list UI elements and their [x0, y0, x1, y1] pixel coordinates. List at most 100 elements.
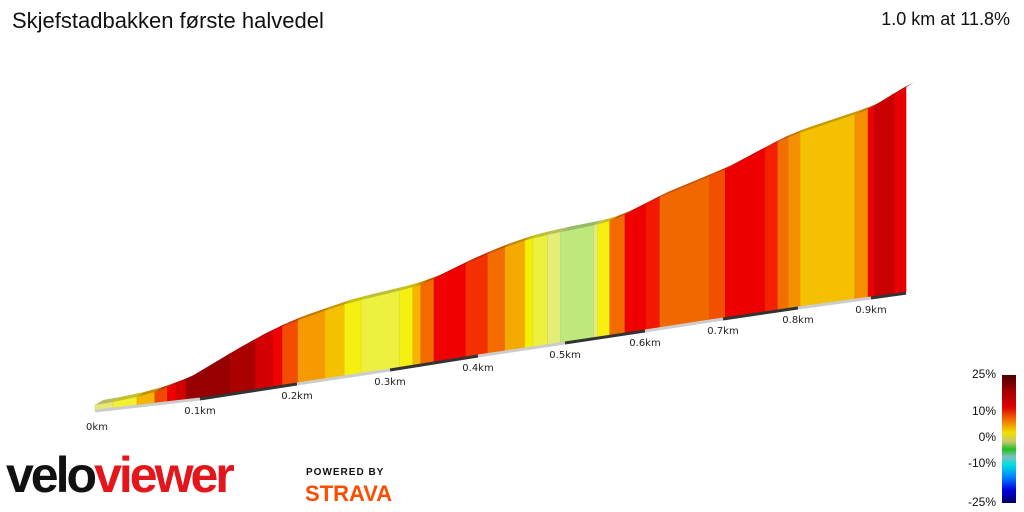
gradient-segment[interactable]: [186, 353, 231, 400]
segment-top-face: [560, 220, 602, 232]
distance-scale-segment: [644, 317, 724, 333]
gradient-segment[interactable]: [597, 220, 611, 338]
x-tick-label: 0.2km: [281, 391, 312, 402]
segment-top-face: [609, 209, 633, 221]
segment-top-face: [420, 273, 442, 285]
segment-summary: 1.0 km at 11.8%: [881, 9, 1010, 29]
segment-top-face: [625, 199, 654, 215]
segment-top-face: [154, 382, 176, 392]
gradient-segment[interactable]: [609, 214, 626, 336]
segment-top-face: [272, 321, 291, 331]
segment-top-face: [645, 192, 668, 205]
legend-label: -25%: [967, 495, 996, 509]
gradient-segment[interactable]: [255, 330, 273, 390]
segment-top-face: [593, 219, 606, 226]
segment-top-face: [788, 127, 809, 138]
gradient-segment[interactable]: [524, 238, 534, 349]
gradient-segment[interactable]: [465, 253, 488, 358]
gradient-segment[interactable]: [344, 299, 362, 377]
x-tick-label: 0.8km: [782, 315, 813, 326]
segment-top-face: [282, 315, 306, 327]
segment-top-face: [659, 171, 718, 198]
gradient-segment[interactable]: [282, 319, 299, 386]
legend-label: -10%: [967, 456, 996, 470]
gradient-segment[interactable]: [659, 175, 710, 329]
segment-top-face: [344, 294, 370, 305]
gradient-segment[interactable]: [799, 113, 856, 307]
gradient-segment[interactable]: [788, 132, 801, 309]
segment-top-face: [597, 215, 618, 225]
segment-top-face: [524, 233, 541, 241]
gradient-segment[interactable]: [229, 339, 256, 394]
legend-label: 0%: [978, 430, 996, 444]
segment-top-face: [434, 258, 474, 279]
gradient-segment[interactable]: [532, 234, 548, 348]
gradient-segment[interactable]: [777, 136, 789, 311]
segment-top-face: [137, 386, 163, 397]
x-tick-label: 0km: [86, 422, 108, 433]
segment-top-face: [112, 391, 145, 402]
segment-top-face: [487, 242, 513, 254]
segment-top-face: [547, 226, 569, 235]
gradient-legend-bar: [1002, 375, 1016, 503]
x-tick-label: 0.1km: [184, 406, 215, 417]
gradient-segment[interactable]: [433, 263, 466, 363]
gradient-segment[interactable]: [504, 240, 526, 352]
gradient-segment[interactable]: [297, 310, 326, 384]
segment-top-face: [297, 305, 333, 321]
segment-top-face: [176, 374, 195, 384]
veloviewer-logo[interactable]: veloviewer: [6, 447, 235, 503]
gradient-segment[interactable]: [547, 231, 561, 345]
gradient-segment[interactable]: [624, 203, 647, 334]
segment-top-face: [800, 109, 863, 133]
x-tick-label: 0.9km: [855, 305, 886, 316]
segment-top-face: [186, 348, 239, 380]
segment-top-face: [504, 235, 533, 248]
x-tick-label: 0.4km: [462, 363, 493, 374]
segment-top-face: [465, 248, 496, 264]
gradient-segment[interactable]: [560, 224, 595, 343]
distance-scale-segment: [296, 368, 391, 386]
gradient-segment[interactable]: [874, 92, 895, 297]
gradient-segment[interactable]: [412, 283, 422, 366]
distance-scale-segment: [94, 397, 201, 413]
gradient-segment[interactable]: [725, 147, 766, 318]
distance-scale-segment: [477, 341, 566, 358]
x-tick-label: 0.7km: [707, 326, 738, 337]
segment-top-face: [709, 164, 734, 177]
segment-top-face: [854, 104, 877, 115]
gradient-segment[interactable]: [272, 326, 283, 388]
x-tick-label: 0.6km: [629, 338, 660, 349]
segment-top-face: [412, 279, 429, 287]
gradient-segment[interactable]: [593, 223, 599, 338]
segment-top-face: [894, 82, 915, 94]
gradient-segment[interactable]: [360, 290, 400, 374]
strava-logo[interactable]: STRAVA: [305, 481, 393, 506]
distance-scale-segment: [389, 354, 479, 372]
gradient-segment[interactable]: [324, 303, 345, 380]
distance-scale-segment: [797, 296, 872, 310]
gradient-segment[interactable]: [420, 278, 435, 365]
gradient-segment[interactable]: [894, 86, 907, 295]
segment-top-face: [765, 136, 786, 149]
gradient-segment[interactable]: [867, 105, 875, 298]
segment-top-face: [255, 325, 281, 340]
segment-top-face: [230, 334, 264, 354]
x-tick-label: 0.3km: [374, 377, 405, 388]
distance-scale-segment: [870, 291, 907, 300]
logo-viewer: viewer: [94, 447, 235, 503]
gradient-segment[interactable]: [764, 141, 778, 313]
gradient-segment[interactable]: [854, 108, 869, 300]
distance-scale-segment: [722, 306, 799, 321]
segment-top-face: [532, 229, 556, 239]
distance-scale-segment: [199, 382, 298, 401]
gradient-segment[interactable]: [645, 196, 661, 331]
x-tick-label: 0.5km: [549, 350, 580, 361]
gradient-segment[interactable]: [399, 286, 414, 368]
gradient-segment[interactable]: [709, 168, 726, 321]
gradient-segment[interactable]: [487, 246, 506, 354]
segment-top-face: [399, 281, 421, 291]
legend-label: 10%: [971, 404, 996, 418]
segment-top-face: [167, 378, 185, 388]
